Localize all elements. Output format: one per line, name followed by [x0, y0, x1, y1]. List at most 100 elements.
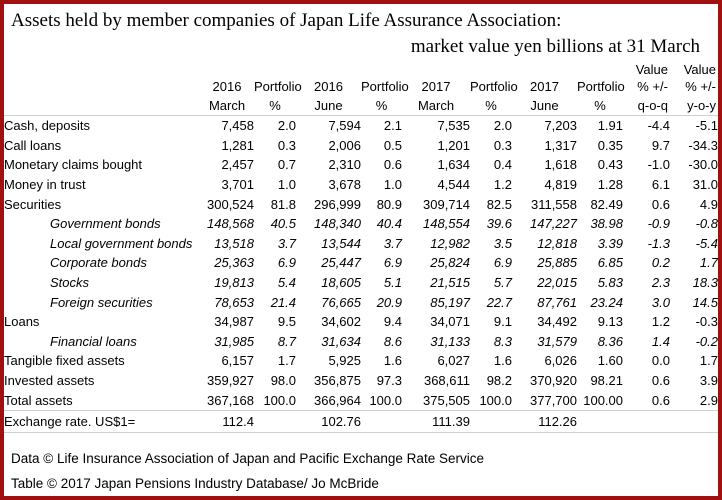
value-cell: 1.7 — [277, 353, 296, 369]
value-cell: 100.0 — [369, 392, 402, 408]
value-cell: 3.0 — [651, 294, 670, 310]
value-cell: 147,227 — [530, 216, 577, 232]
value-cell: 20.9 — [376, 294, 402, 310]
value-cell: 0.0 — [651, 353, 670, 369]
value-cell: 6.9 — [277, 255, 296, 271]
value-cell: 1.91 — [597, 118, 623, 134]
value-cell: 112.26 — [512, 409, 577, 433]
exchange-rate-body: Exchange rate. US$1= 112.4 102.76 111.39 112… — [4, 409, 718, 433]
value-cell: 377,700 — [530, 392, 577, 408]
value-cell: 6.1 — [651, 177, 670, 193]
row-label: Cash, deposits — [4, 118, 90, 134]
value-cell: 6.85 — [597, 255, 623, 271]
value-cell: -34.3 — [688, 137, 718, 153]
header-row-month: March % June % March % June % q-o-q y-o-… — [4, 96, 718, 116]
value-cell: 7,535 — [437, 118, 470, 134]
value-cell: 370,920 — [530, 373, 577, 389]
value-cell: 9.1 — [493, 314, 512, 330]
value-cell: 0.43 — [597, 157, 623, 173]
assets-table: Value Value 2016 Portfolio 2016 Portfoli… — [4, 61, 718, 433]
table-row: Financial loans 31,985 8.7 31,634 8.6 31,133 8… — [4, 332, 718, 352]
value-cell: 100.0 — [479, 392, 512, 408]
value-cell: -0.8 — [695, 216, 718, 232]
value-cell: 300,524 — [207, 196, 254, 212]
row-label: Loans — [4, 314, 40, 330]
value-cell: 13,544 — [321, 235, 361, 251]
value-cell: 5.83 — [597, 275, 623, 291]
value-cell: 23.24 — [590, 294, 623, 310]
row-label: Tangible fixed assets — [4, 353, 125, 369]
value-cell: -5.1 — [695, 118, 718, 134]
row-label: Monetary claims bought — [4, 157, 143, 173]
value-cell — [361, 409, 402, 433]
value-cell: 100.00 — [583, 392, 623, 408]
value-cell: 2,006 — [328, 137, 361, 153]
value-cell: 4,544 — [437, 177, 470, 193]
value-cell: -4.4 — [647, 118, 670, 134]
table-header: Value Value 2016 Portfolio 2016 Portfoli… — [4, 61, 718, 116]
value-cell: 9.5 — [277, 314, 296, 330]
table-row: Foreign securities 78,653 21.4 76,665 20.9 85… — [4, 292, 718, 312]
value-cell: 6,027 — [437, 353, 470, 369]
value-cell: 1,281 — [221, 137, 254, 153]
value-cell: 112.4 — [200, 409, 254, 433]
value-cell: 34,602 — [321, 314, 361, 330]
value-cell: 98.0 — [270, 373, 296, 389]
value-cell: 78,653 — [214, 294, 254, 310]
header-portfolio-1: Portfolio — [254, 79, 302, 94]
value-cell: 2.1 — [383, 118, 402, 134]
value-cell: 19,813 — [214, 275, 254, 291]
value-cell: 7,458 — [221, 118, 254, 134]
value-cell — [670, 409, 718, 433]
value-cell: 296,999 — [314, 196, 361, 212]
value-cell: 148,568 — [207, 216, 254, 232]
table-row: Cash, deposits 7,458 2.0 7,594 2.1 7,535 2.0 7,… — [4, 116, 718, 136]
value-cell: 0.6 — [651, 373, 670, 389]
value-cell: 359,927 — [207, 373, 254, 389]
value-cell: 366,964 — [314, 392, 361, 408]
value-cell: 40.4 — [376, 216, 402, 232]
header-june-1: June — [296, 96, 361, 116]
footer: Data © Life Insurance Association of Jap… — [11, 446, 710, 496]
row-label: Local government bonds — [50, 235, 193, 251]
value-cell: 12,818 — [537, 235, 577, 251]
header-2016a: 2016 — [212, 79, 242, 94]
value-cell: 76,665 — [321, 294, 361, 310]
value-cell: 8.7 — [277, 333, 296, 349]
value-cell: 7,594 — [328, 118, 361, 134]
value-cell: 0.5 — [383, 137, 402, 153]
value-cell: 1.60 — [597, 353, 623, 369]
value-cell: 25,363 — [214, 255, 254, 271]
header-portfolio-2: Portfolio — [361, 79, 409, 94]
value-cell: 6.9 — [383, 255, 402, 271]
row-label: Financial loans — [50, 333, 137, 349]
value-cell — [577, 409, 623, 433]
data-copyright: Data © Life Insurance Association of Jap… — [11, 450, 484, 466]
value-cell: 21,515 — [430, 275, 470, 291]
header-pct-3: % — [470, 96, 512, 116]
value-cell: 0.2 — [651, 255, 670, 271]
table-row: Stocks 19,813 5.4 18,605 5.1 21,515 5.7 22,015 5… — [4, 273, 718, 293]
table-row: Total assets 367,168 100.0 366,964 100.0 375,… — [4, 390, 718, 410]
value-cell: -5.4 — [695, 235, 718, 251]
value-cell: 368,611 — [423, 373, 470, 389]
value-cell: 31,634 — [321, 333, 361, 349]
value-cell: 102.76 — [296, 409, 361, 433]
header-row-period: 2016 Portfolio 2016 Portfolio 2017 Portf… — [4, 77, 718, 96]
value-cell: 1,201 — [437, 137, 470, 153]
value-cell: 2.0 — [277, 118, 296, 134]
value-cell: 1.7 — [699, 353, 718, 369]
value-cell: 1,317 — [544, 137, 577, 153]
header-march-1: March — [200, 96, 254, 116]
value-cell: 13,518 — [214, 235, 254, 251]
header-pct-2: % — [361, 96, 402, 116]
row-label: Government bonds — [50, 216, 161, 232]
value-cell: 18.3 — [692, 275, 718, 291]
value-cell: 82.5 — [486, 196, 512, 212]
value-cell: 3.7 — [383, 235, 402, 251]
value-cell: -0.3 — [695, 314, 718, 330]
header-pct-1: % — [254, 96, 296, 116]
value-cell: 4.9 — [699, 196, 718, 212]
value-cell: 5.4 — [277, 275, 296, 291]
header-2016b: 2016 — [314, 79, 343, 94]
